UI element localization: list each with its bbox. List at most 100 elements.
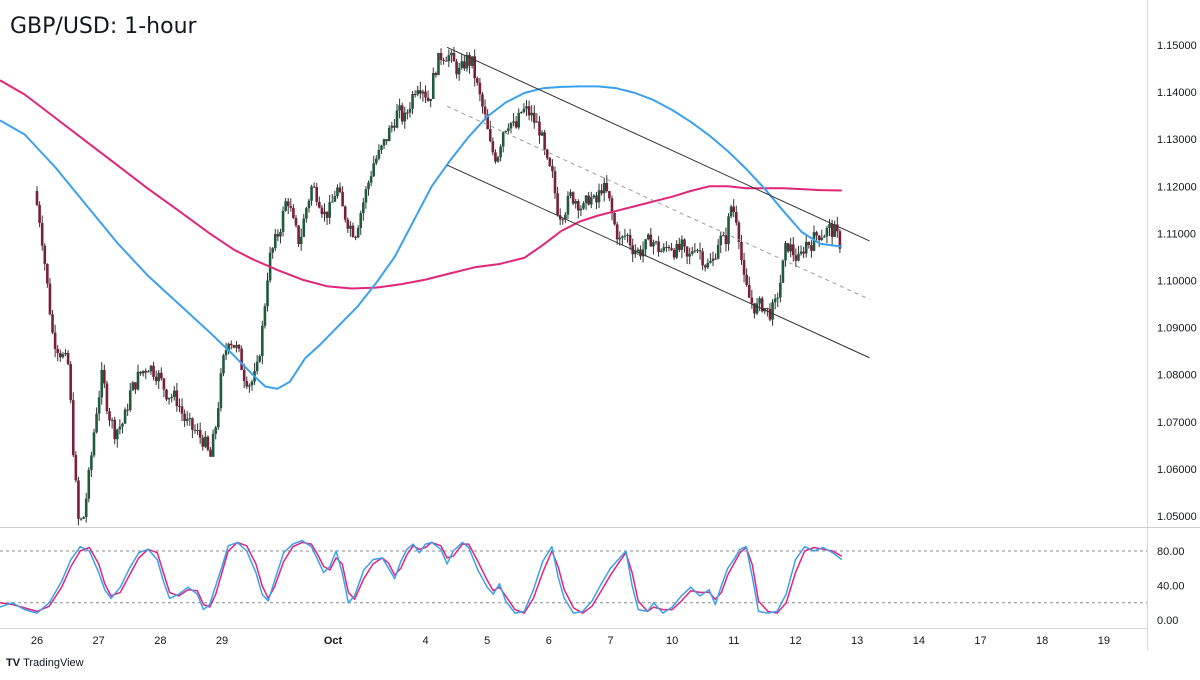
candle-bull	[758, 298, 761, 304]
channel-lower-line	[446, 164, 870, 359]
candle-bear	[242, 369, 246, 382]
candle-bull	[460, 61, 464, 68]
candle-bear	[556, 193, 559, 216]
candle-bull	[665, 247, 668, 249]
candle-bull	[675, 243, 679, 258]
candle-bull	[411, 94, 414, 109]
candle-bull	[755, 303, 759, 314]
price-tick-label: 1.08000	[1157, 370, 1197, 382]
candle-bear	[180, 406, 184, 414]
candle-bear	[657, 241, 660, 253]
candle-bear	[836, 224, 839, 232]
candle-bear	[426, 97, 430, 101]
candle-bear	[343, 206, 347, 220]
candle-bull	[450, 52, 453, 56]
candle-bear	[294, 217, 298, 226]
candle-bear	[753, 303, 756, 314]
candle-bull	[172, 390, 176, 397]
candle-bull	[626, 234, 629, 236]
candle-bull	[266, 280, 269, 307]
candle-bull	[367, 182, 370, 190]
time-tick-label: 7	[607, 635, 613, 647]
candle-bear	[43, 245, 47, 264]
candle-bull	[696, 250, 699, 252]
price-tick-label: 1.10000	[1157, 276, 1197, 288]
candle-bull	[307, 200, 311, 209]
time-tick-label: Oct	[324, 635, 343, 647]
candle-bear	[292, 207, 295, 218]
candle-bull	[680, 239, 684, 250]
candle-bull	[706, 262, 710, 268]
candle-bear	[766, 308, 769, 310]
candle-bull	[222, 355, 225, 374]
candle-bear	[571, 192, 575, 204]
candle-bull	[128, 390, 132, 410]
candle-bull	[403, 112, 407, 122]
candle-bull	[323, 211, 326, 215]
candle-bull	[509, 122, 513, 129]
candle-bear	[66, 352, 70, 365]
candle-bear	[698, 250, 702, 252]
candle-bear	[714, 258, 717, 260]
candle-bull	[299, 236, 303, 245]
candle-bear	[413, 94, 417, 96]
candle-bear	[108, 411, 111, 421]
candle-bear	[810, 245, 813, 251]
candle-bear	[144, 370, 148, 373]
candle-bear	[341, 192, 344, 207]
candle-bear	[424, 91, 427, 98]
candle-bear	[40, 222, 44, 246]
candle-bull	[359, 213, 363, 229]
candle-bear	[587, 195, 590, 205]
candle-bear	[297, 225, 300, 245]
candle-bear	[48, 283, 52, 315]
candle-bull	[123, 409, 127, 424]
candle-bull	[310, 186, 313, 201]
candle-bull	[820, 237, 824, 240]
candle-bull	[284, 201, 287, 211]
candle-bull	[641, 249, 645, 257]
candle-bull	[688, 253, 691, 257]
channel-mid-line	[446, 105, 870, 300]
candle-bear	[701, 251, 704, 266]
candle-bull	[797, 253, 800, 261]
candle-bull	[431, 73, 435, 99]
channel-layer	[446, 46, 870, 359]
candle-bear	[134, 382, 137, 390]
candle-bull	[584, 195, 588, 204]
candle-bear	[320, 207, 324, 215]
candle-bull	[377, 150, 381, 159]
candle-bear	[51, 314, 54, 333]
candle-bull	[618, 237, 622, 240]
osc-tick-label: 0.00	[1157, 615, 1178, 627]
candle-bear	[551, 166, 554, 172]
tradingview-brand[interactable]: TV TradingView	[6, 657, 84, 669]
candle-bear	[455, 61, 458, 75]
candle-bear	[760, 298, 764, 312]
candle-bull	[530, 112, 533, 116]
candle-bear	[527, 106, 531, 116]
candle-bear	[747, 284, 751, 298]
candle-bear	[538, 121, 541, 136]
candle-bear	[553, 171, 557, 194]
candle-bull	[690, 251, 694, 254]
candle-bull	[115, 429, 119, 440]
candle-bear	[385, 139, 388, 142]
candle-bear	[444, 60, 448, 62]
time-tick-label: 26	[31, 635, 43, 647]
candle-bull	[204, 436, 207, 447]
candle-bull	[336, 187, 339, 197]
candle-bull	[395, 110, 399, 128]
candle-bear	[178, 406, 181, 408]
candle-bear	[240, 348, 243, 370]
candle-bull	[147, 371, 150, 373]
candle-bull	[362, 202, 365, 214]
candle-bull	[263, 306, 267, 326]
candle-bear	[312, 186, 316, 188]
candle-bull	[564, 214, 567, 220]
candle-bull	[659, 250, 663, 253]
stoch-layer	[0, 539, 843, 614]
candle-bull	[429, 98, 432, 101]
